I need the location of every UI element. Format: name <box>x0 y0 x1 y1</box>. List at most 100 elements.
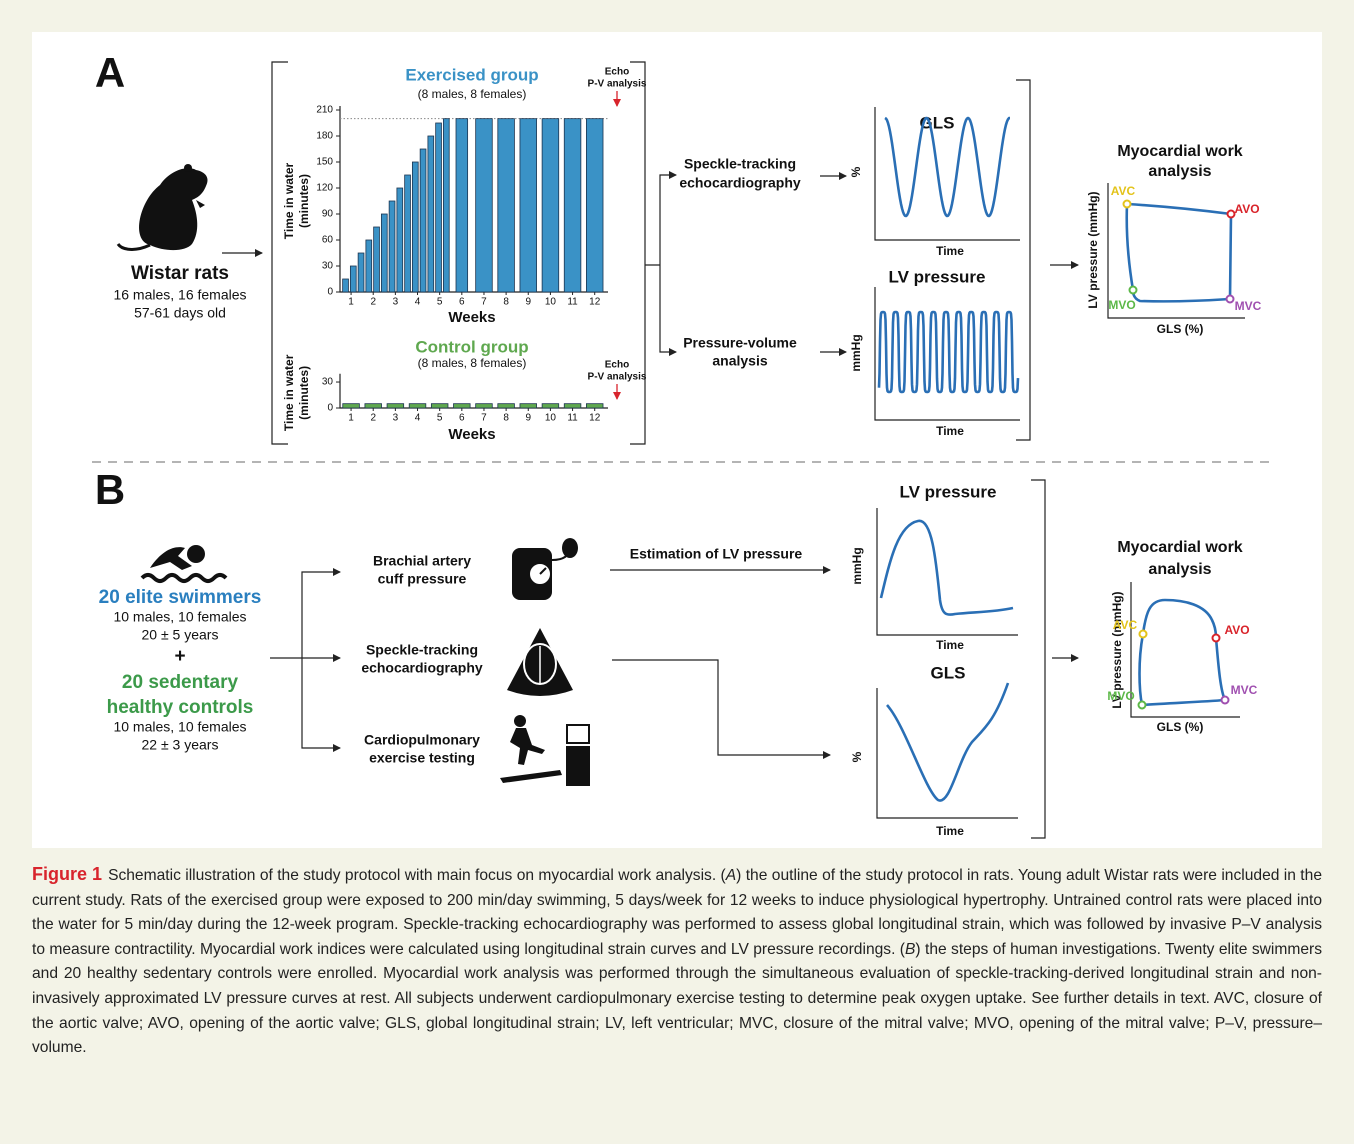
x-tick-label: 8 <box>503 413 509 424</box>
method-label: Speckle-tracking <box>366 642 478 658</box>
point-label: MVO <box>1108 298 1135 312</box>
x-tick-label: 11 <box>567 413 578 424</box>
method-label: Cardiopulmonary <box>364 732 480 748</box>
bar <box>373 226 380 293</box>
bar <box>497 118 515 293</box>
cuff-icon <box>512 538 578 600</box>
x-tick-label: 6 <box>459 297 465 308</box>
subject-name: Wistar rats <box>131 263 229 284</box>
y-axis-label: (minutes) <box>297 174 311 228</box>
work-loop <box>1125 202 1233 303</box>
chart-title: Exercised group <box>405 65 538 84</box>
caption-text: A <box>725 867 737 884</box>
x-tick-label: 9 <box>525 413 531 424</box>
method-label: Brachial artery <box>373 553 471 569</box>
point <box>1137 700 1147 710</box>
axis <box>1107 183 1245 319</box>
swimmer-icon <box>140 545 228 583</box>
chart-subtitle: (8 males, 8 females) <box>418 356 527 370</box>
point-label: AVO <box>1234 202 1259 216</box>
y-tick-label: 30 <box>322 377 334 388</box>
point <box>1220 695 1230 705</box>
caption-label: Figure 1 <box>32 864 103 884</box>
x-tick-label: 1 <box>348 297 354 308</box>
panel-label: A <box>95 49 125 96</box>
y-tick-label: 180 <box>316 131 333 142</box>
bar <box>519 118 537 293</box>
figure-panel <box>32 32 1322 848</box>
point-label: AVO <box>1224 623 1249 637</box>
chart-title: Control group <box>415 337 528 356</box>
axis <box>876 508 1018 636</box>
x-tick-label: 10 <box>545 413 557 424</box>
point <box>1211 633 1221 643</box>
x-tick-label: 6 <box>459 413 465 424</box>
gls-curve <box>884 116 1011 218</box>
bar <box>475 118 493 293</box>
bar <box>349 265 357 293</box>
x-tick-label: 3 <box>393 297 399 308</box>
estimation-label: Estimation of LV pressure <box>630 546 803 562</box>
bar <box>586 118 604 293</box>
bracket <box>1016 79 1031 441</box>
axis-label: Time <box>936 244 964 258</box>
subject-detail: 16 males, 16 females <box>113 287 246 303</box>
treadmill-icon <box>500 715 590 786</box>
x-tick-label: 5 <box>437 297 443 308</box>
point <box>1122 199 1132 209</box>
graph-title: analysis <box>1148 163 1211 180</box>
bar <box>342 278 349 293</box>
method-label: Pressure-volume <box>683 335 797 351</box>
bar <box>380 213 388 293</box>
x-tick-label: 12 <box>589 297 601 308</box>
graph-title: Myocardial work <box>1117 143 1242 160</box>
x-tick-label: 5 <box>437 413 443 424</box>
x-tick-label: 4 <box>415 297 421 308</box>
axis <box>1130 582 1240 718</box>
group-detail: 10 males, 10 females <box>113 609 246 625</box>
pressure-curve <box>879 519 1014 616</box>
bar <box>396 187 404 293</box>
axis-label: GLS (%) <box>1157 720 1204 734</box>
axis-label: Time <box>936 424 964 438</box>
bar <box>563 118 582 293</box>
x-tick-label: 12 <box>589 413 601 424</box>
caption-text: B <box>905 940 916 958</box>
connector <box>270 571 336 749</box>
y-tick-label: 150 <box>316 157 333 168</box>
y-tick-label: 60 <box>322 235 334 246</box>
bar <box>386 403 405 409</box>
x-tick-label: 4 <box>415 413 421 424</box>
x-tick-label: 8 <box>503 297 509 308</box>
graph-title: analysis <box>1148 561 1211 578</box>
group-detail: 20 ± 5 years <box>142 627 219 643</box>
x-axis-label: Weeks <box>448 309 495 326</box>
rat-icon <box>116 164 208 251</box>
graph-title: GLS <box>931 663 966 682</box>
axis-label: LV pressure (mmHg) <box>1086 191 1100 308</box>
axis <box>876 688 1018 819</box>
bar <box>435 122 442 293</box>
bar <box>541 118 560 293</box>
axis <box>874 107 1020 241</box>
point <box>1226 209 1236 219</box>
group-name: 20 elite swimmers <box>99 587 262 608</box>
y-tick-label: 210 <box>316 105 333 116</box>
y-tick-label: 120 <box>316 183 333 194</box>
axis <box>874 287 1020 421</box>
annotation: P-V analysis <box>588 79 647 90</box>
bar <box>453 403 471 409</box>
axis-label: mmHg <box>850 547 864 584</box>
axis-label: Time <box>936 824 964 838</box>
y-tick-label: 90 <box>322 209 334 220</box>
group-detail: 22 ± 3 years <box>142 737 219 753</box>
group-name: 20 sedentary <box>122 672 239 693</box>
bracket <box>630 61 646 445</box>
point-label: MVC <box>1231 683 1258 697</box>
point-label: AVC <box>1111 184 1136 198</box>
graph-title: Myocardial work <box>1117 539 1242 556</box>
bracket <box>271 61 288 445</box>
point <box>1225 294 1235 304</box>
x-axis-label: Weeks <box>448 426 495 443</box>
